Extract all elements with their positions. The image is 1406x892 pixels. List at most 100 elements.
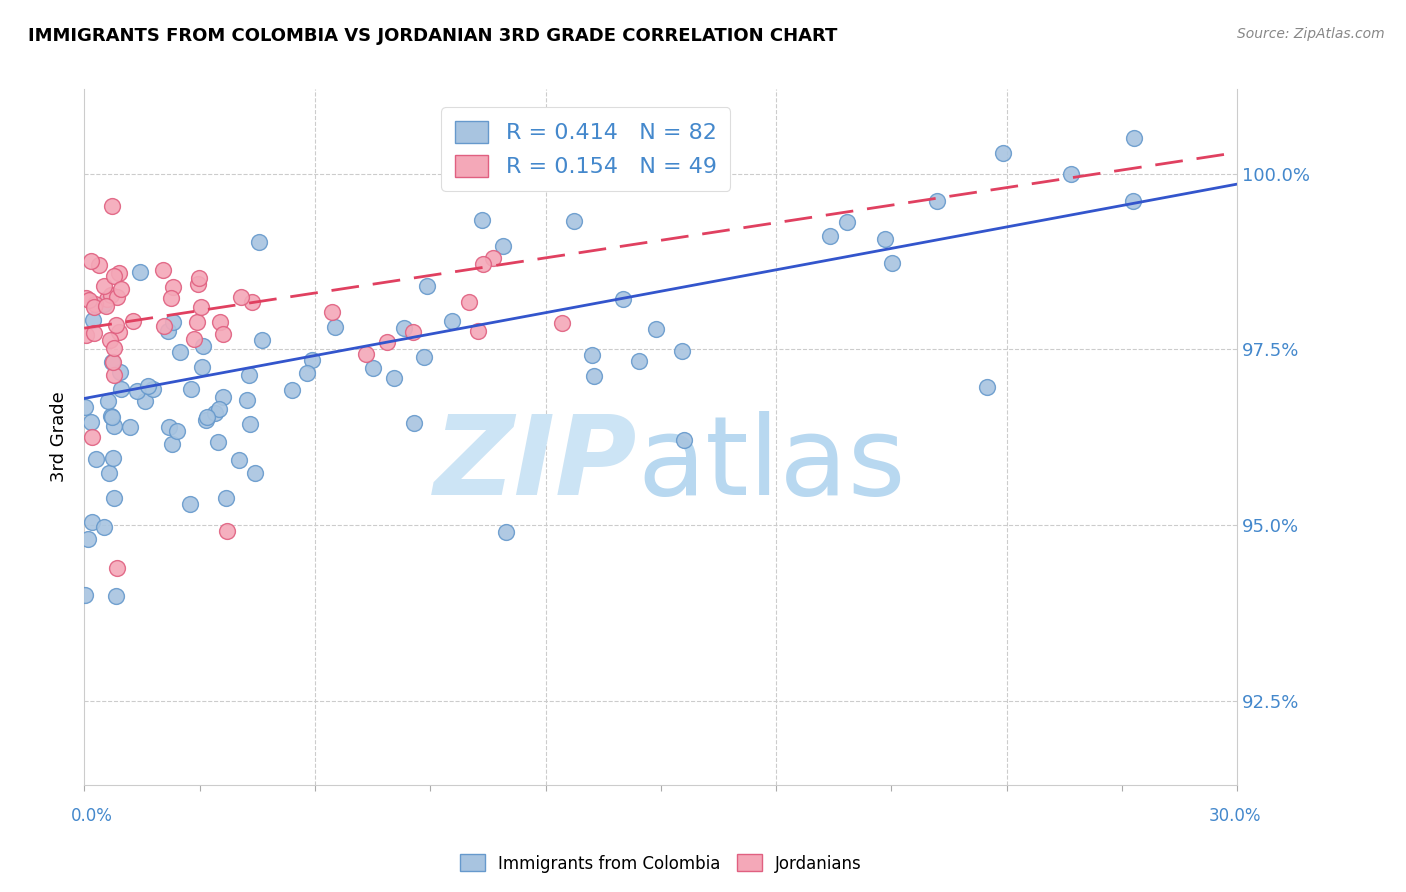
Point (97, 466, 120, 480)
Point (252, 334, 274, 348)
Point (993, 145, 1015, 160)
Point (628, 353, 651, 368)
Point (976, 379, 998, 393)
Point (93, 520, 115, 534)
Point (211, 390, 233, 404)
Text: ZIP: ZIP (434, 411, 638, 518)
Point (73, 401, 96, 415)
Point (645, 322, 668, 336)
Point (179, 497, 201, 511)
Point (110, 382, 132, 396)
Point (186, 315, 208, 329)
Point (142, 382, 165, 396)
Point (195, 410, 218, 425)
Point (107, 266, 129, 280)
Point (75, 291, 97, 305)
Point (551, 316, 574, 330)
Point (101, 409, 124, 424)
Point (159, 291, 181, 305)
Point (134, 394, 156, 409)
Point (157, 420, 180, 434)
Point (169, 344, 191, 359)
Point (94, 299, 117, 313)
Point (190, 360, 212, 375)
Point (235, 393, 257, 408)
Point (238, 368, 260, 383)
Point (80, 415, 103, 429)
Point (104, 318, 127, 333)
Point (208, 402, 231, 417)
Point (482, 251, 505, 265)
Text: IMMIGRANTS FROM COLOMBIA VS JORDANIAN 3RD GRADE CORRELATION CHART: IMMIGRANTS FROM COLOMBIA VS JORDANIAN 3R… (28, 27, 838, 45)
Point (413, 351, 436, 365)
Point (93, 296, 115, 310)
Point (125, 384, 148, 399)
Point (582, 368, 605, 383)
Point (100, 409, 122, 424)
Point (323, 319, 346, 334)
Point (105, 289, 128, 303)
Text: 30.0%: 30.0% (1208, 807, 1261, 825)
Point (1123, 131, 1146, 145)
Point (361, 361, 384, 376)
Point (1060, 167, 1083, 181)
Point (295, 366, 318, 380)
Text: 0.0%: 0.0% (70, 807, 112, 825)
Point (354, 346, 377, 360)
Point (98, 333, 121, 347)
Point (80, 515, 103, 529)
Point (837, 215, 859, 229)
Point (118, 420, 141, 434)
Point (76, 532, 98, 546)
Point (925, 194, 948, 208)
Point (190, 300, 212, 314)
Text: atlas: atlas (638, 411, 907, 518)
Point (80, 429, 103, 443)
Point (75, 328, 97, 343)
Point (162, 315, 184, 329)
Point (100, 288, 122, 302)
Point (402, 325, 425, 339)
Point (239, 417, 262, 432)
Text: Source: ZipAtlas.com: Source: ZipAtlas.com (1237, 27, 1385, 41)
Y-axis label: 3rd Grade: 3rd Grade (51, 392, 69, 483)
Point (671, 343, 693, 358)
Point (228, 452, 250, 467)
Point (87, 258, 110, 272)
Point (208, 315, 231, 329)
Point (104, 590, 127, 604)
Point (416, 279, 439, 293)
Point (152, 262, 174, 277)
Point (875, 232, 897, 246)
Point (1122, 194, 1144, 209)
Point (492, 238, 515, 252)
Point (157, 325, 180, 339)
Point (80, 254, 103, 268)
Point (180, 383, 202, 397)
Point (105, 561, 128, 575)
Point (240, 294, 263, 309)
Point (440, 314, 463, 328)
Point (101, 199, 124, 213)
Point (122, 313, 145, 327)
Point (166, 425, 188, 439)
Point (97, 393, 120, 408)
Point (103, 355, 125, 369)
Point (103, 268, 125, 283)
Point (402, 416, 425, 430)
Point (108, 365, 131, 379)
Point (562, 213, 585, 227)
Point (160, 437, 183, 451)
Point (382, 371, 405, 385)
Point (75, 588, 97, 602)
Point (207, 434, 229, 449)
Point (820, 229, 842, 244)
Point (375, 335, 398, 350)
Point (243, 466, 266, 480)
Point (215, 491, 238, 505)
Point (103, 368, 125, 382)
Point (110, 282, 132, 296)
Point (191, 338, 214, 352)
Point (195, 413, 218, 427)
Point (581, 348, 603, 362)
